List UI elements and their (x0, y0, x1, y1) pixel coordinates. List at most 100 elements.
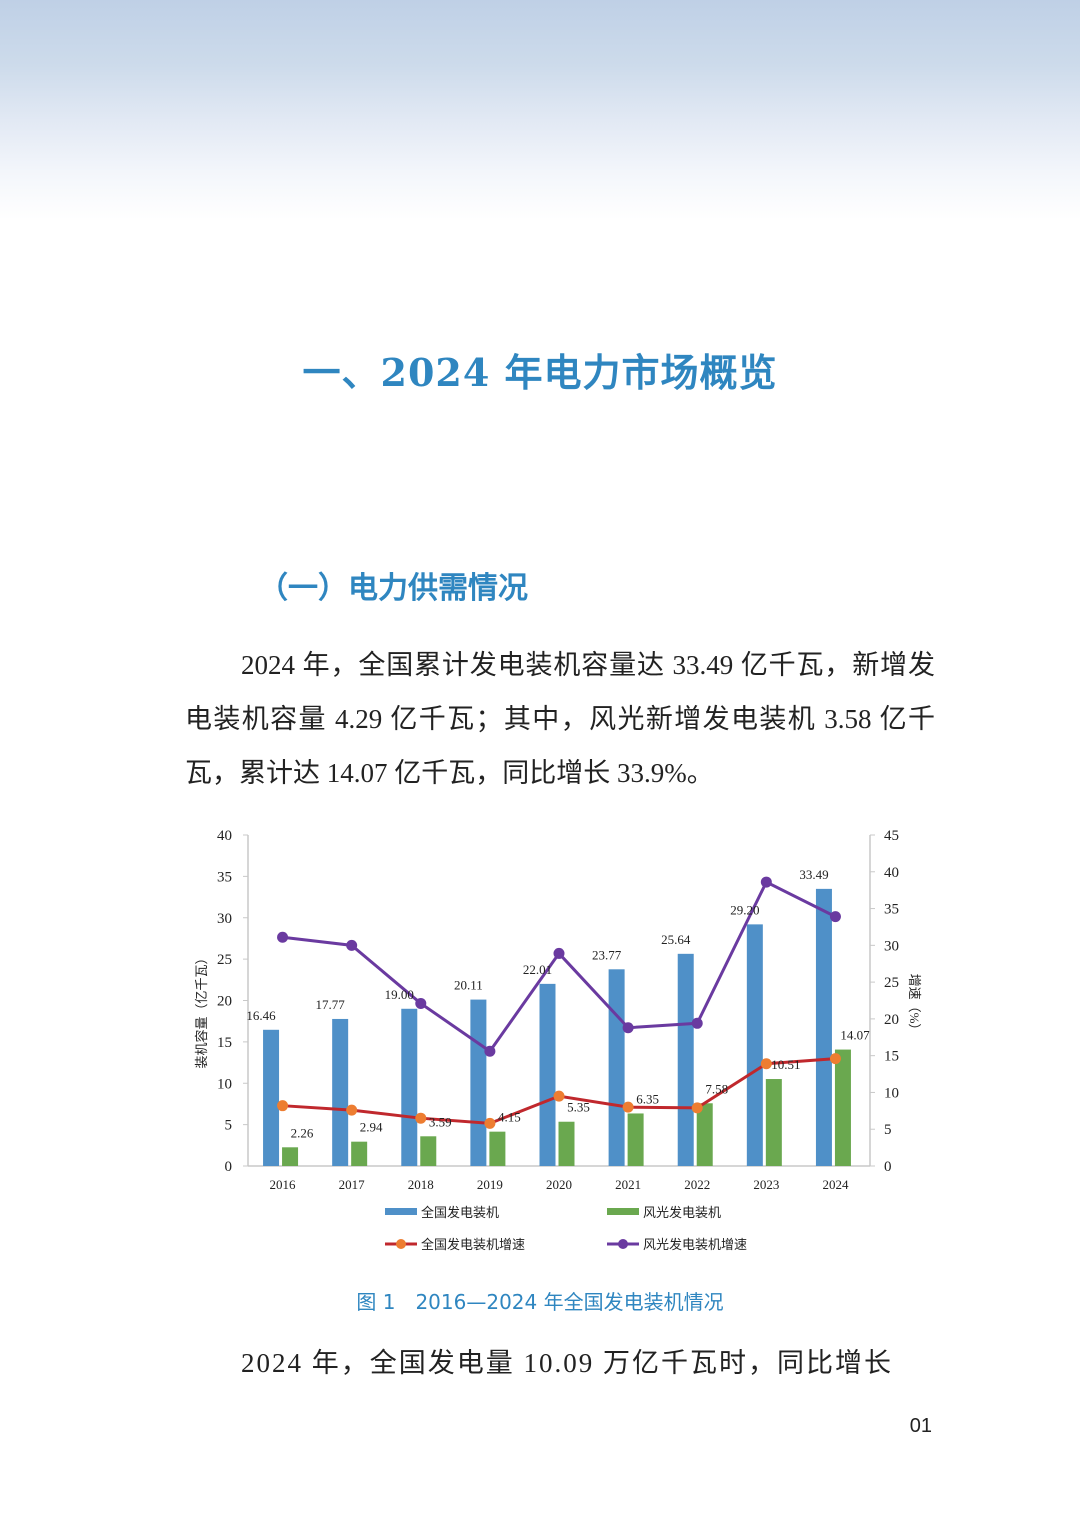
left-tick-label: 30 (217, 911, 232, 927)
paragraph-generation: 2024 年，全国发电量 10.09 万亿千瓦时，同比增长 (241, 1348, 893, 1378)
line-marker (484, 1117, 496, 1129)
bar-value-label: 23.77 (592, 947, 622, 962)
line-marker (553, 1090, 565, 1102)
line-marker (484, 1045, 496, 1057)
legend-label: 全国发电装机 (421, 1205, 499, 1220)
x-tick-label: 2018 (408, 1177, 434, 1192)
x-tick-label: 2019 (477, 1177, 503, 1192)
bar (489, 1131, 506, 1166)
right-tick-label: 40 (884, 865, 899, 881)
left-tick-label: 40 (217, 828, 232, 844)
bar-value-label: 20.11 (454, 978, 483, 993)
right-axis-title: 增速（%） (907, 974, 922, 1037)
header-gradient-band (0, 0, 1080, 220)
right-tick-label: 5 (884, 1122, 892, 1138)
right-tick-label: 35 (884, 902, 899, 918)
bar (677, 953, 694, 1166)
line-marker (415, 997, 427, 1009)
line-marker (346, 1104, 358, 1116)
bar (746, 924, 763, 1166)
line-marker (277, 1100, 289, 1112)
line-marker (277, 931, 289, 943)
right-tick-label: 10 (884, 1085, 899, 1101)
page-number: 01 (909, 1415, 932, 1437)
bar (765, 1079, 782, 1166)
figure-caption: 图 1 2016—2024 年全国发电装机情况 (356, 1290, 724, 1314)
bar (627, 1113, 644, 1166)
bar-value-label: 7.58 (705, 1081, 728, 1096)
bar-value-label: 6.35 (636, 1091, 659, 1106)
line-marker (415, 1112, 427, 1124)
left-tick-label: 35 (217, 869, 232, 885)
bar (539, 983, 556, 1166)
left-tick-label: 10 (217, 1076, 232, 1092)
bar (834, 1049, 851, 1166)
line-marker (760, 1058, 772, 1070)
section-title: 一、2024 年电力市场概览 (302, 350, 778, 395)
bar-value-label: 33.49 (799, 867, 828, 882)
x-tick-label: 2022 (684, 1177, 710, 1192)
left-tick-label: 0 (225, 1159, 233, 1175)
bar (815, 888, 832, 1166)
left-tick-label: 20 (217, 994, 232, 1010)
bar-value-label: 16.46 (246, 1008, 276, 1023)
line-marker (622, 1101, 634, 1113)
bar (558, 1121, 575, 1166)
bar-value-label: 10.51 (771, 1057, 800, 1072)
bar-value-label: 5.35 (567, 1100, 590, 1115)
line-marker (760, 876, 772, 888)
x-tick-label: 2021 (615, 1177, 641, 1192)
bar-value-label: 2.94 (360, 1120, 383, 1135)
bar (263, 1029, 280, 1166)
bar-value-label: 2.26 (291, 1125, 314, 1140)
bar (470, 999, 487, 1166)
right-tick-label: 20 (884, 1012, 899, 1028)
right-tick-label: 0 (884, 1159, 892, 1175)
bar-value-label: 17.77 (316, 997, 346, 1012)
left-axis-title: 装机容量（亿千瓦） (194, 951, 209, 1068)
line-marker (829, 911, 841, 923)
chart-bars (263, 888, 851, 1166)
bar-value-label: 4.15 (498, 1110, 521, 1125)
right-tick-label: 45 (884, 828, 899, 844)
bar (696, 1103, 713, 1166)
bar-value-label: 22.01 (523, 962, 552, 977)
bar-value-label: 25.64 (661, 932, 691, 947)
chart-lines (277, 876, 841, 1129)
legend-label: 全国发电装机增速 (421, 1237, 525, 1252)
line-marker (622, 1022, 634, 1034)
bar (351, 1141, 368, 1166)
bar-value-label: 3.59 (429, 1114, 452, 1129)
x-tick-label: 2017 (339, 1177, 366, 1192)
right-tick-label: 25 (884, 975, 899, 991)
bar (282, 1147, 299, 1166)
bar-value-label: 19.00 (385, 987, 414, 1002)
legend-swatch (607, 1208, 639, 1215)
bar (608, 969, 625, 1166)
bar (332, 1018, 349, 1166)
legend-swatch (385, 1208, 417, 1215)
bar (420, 1136, 437, 1166)
line-marker (691, 1017, 703, 1029)
paragraph-capacity: 2024 年，全国累计发电装机容量达 33.49 亿千瓦，新增发电装机容量 4.… (185, 650, 935, 788)
right-tick-label: 30 (884, 938, 899, 954)
bar (401, 1008, 418, 1166)
x-tick-label: 2024 (822, 1177, 849, 1192)
line-marker (691, 1102, 703, 1114)
legend-label: 风光发电装机增速 (643, 1237, 747, 1252)
left-tick-label: 25 (217, 952, 232, 968)
legend-label: 风光发电装机 (643, 1205, 721, 1220)
line-marker (829, 1053, 841, 1065)
bar-value-label: 29.20 (730, 902, 759, 917)
chart-data-labels: 16.46 17.77 19.00 20.11 22.01 23.77 25.64 29.20… (246, 867, 870, 1140)
line-marker (553, 947, 565, 959)
left-tick-label: 15 (217, 1035, 232, 1051)
x-tick-label: 2016 (270, 1177, 297, 1192)
left-tick-label: 5 (225, 1118, 233, 1134)
bar-value-label: 14.07 (840, 1028, 870, 1043)
x-tick-label: 2023 (753, 1177, 779, 1192)
right-tick-label: 15 (884, 1049, 899, 1065)
line-marker (346, 939, 358, 951)
capacity-chart: 0 5 10 15 20 25 30 35 40 0 5 10 15 20 25 30 35 40 45 2016 20… (194, 828, 922, 1252)
